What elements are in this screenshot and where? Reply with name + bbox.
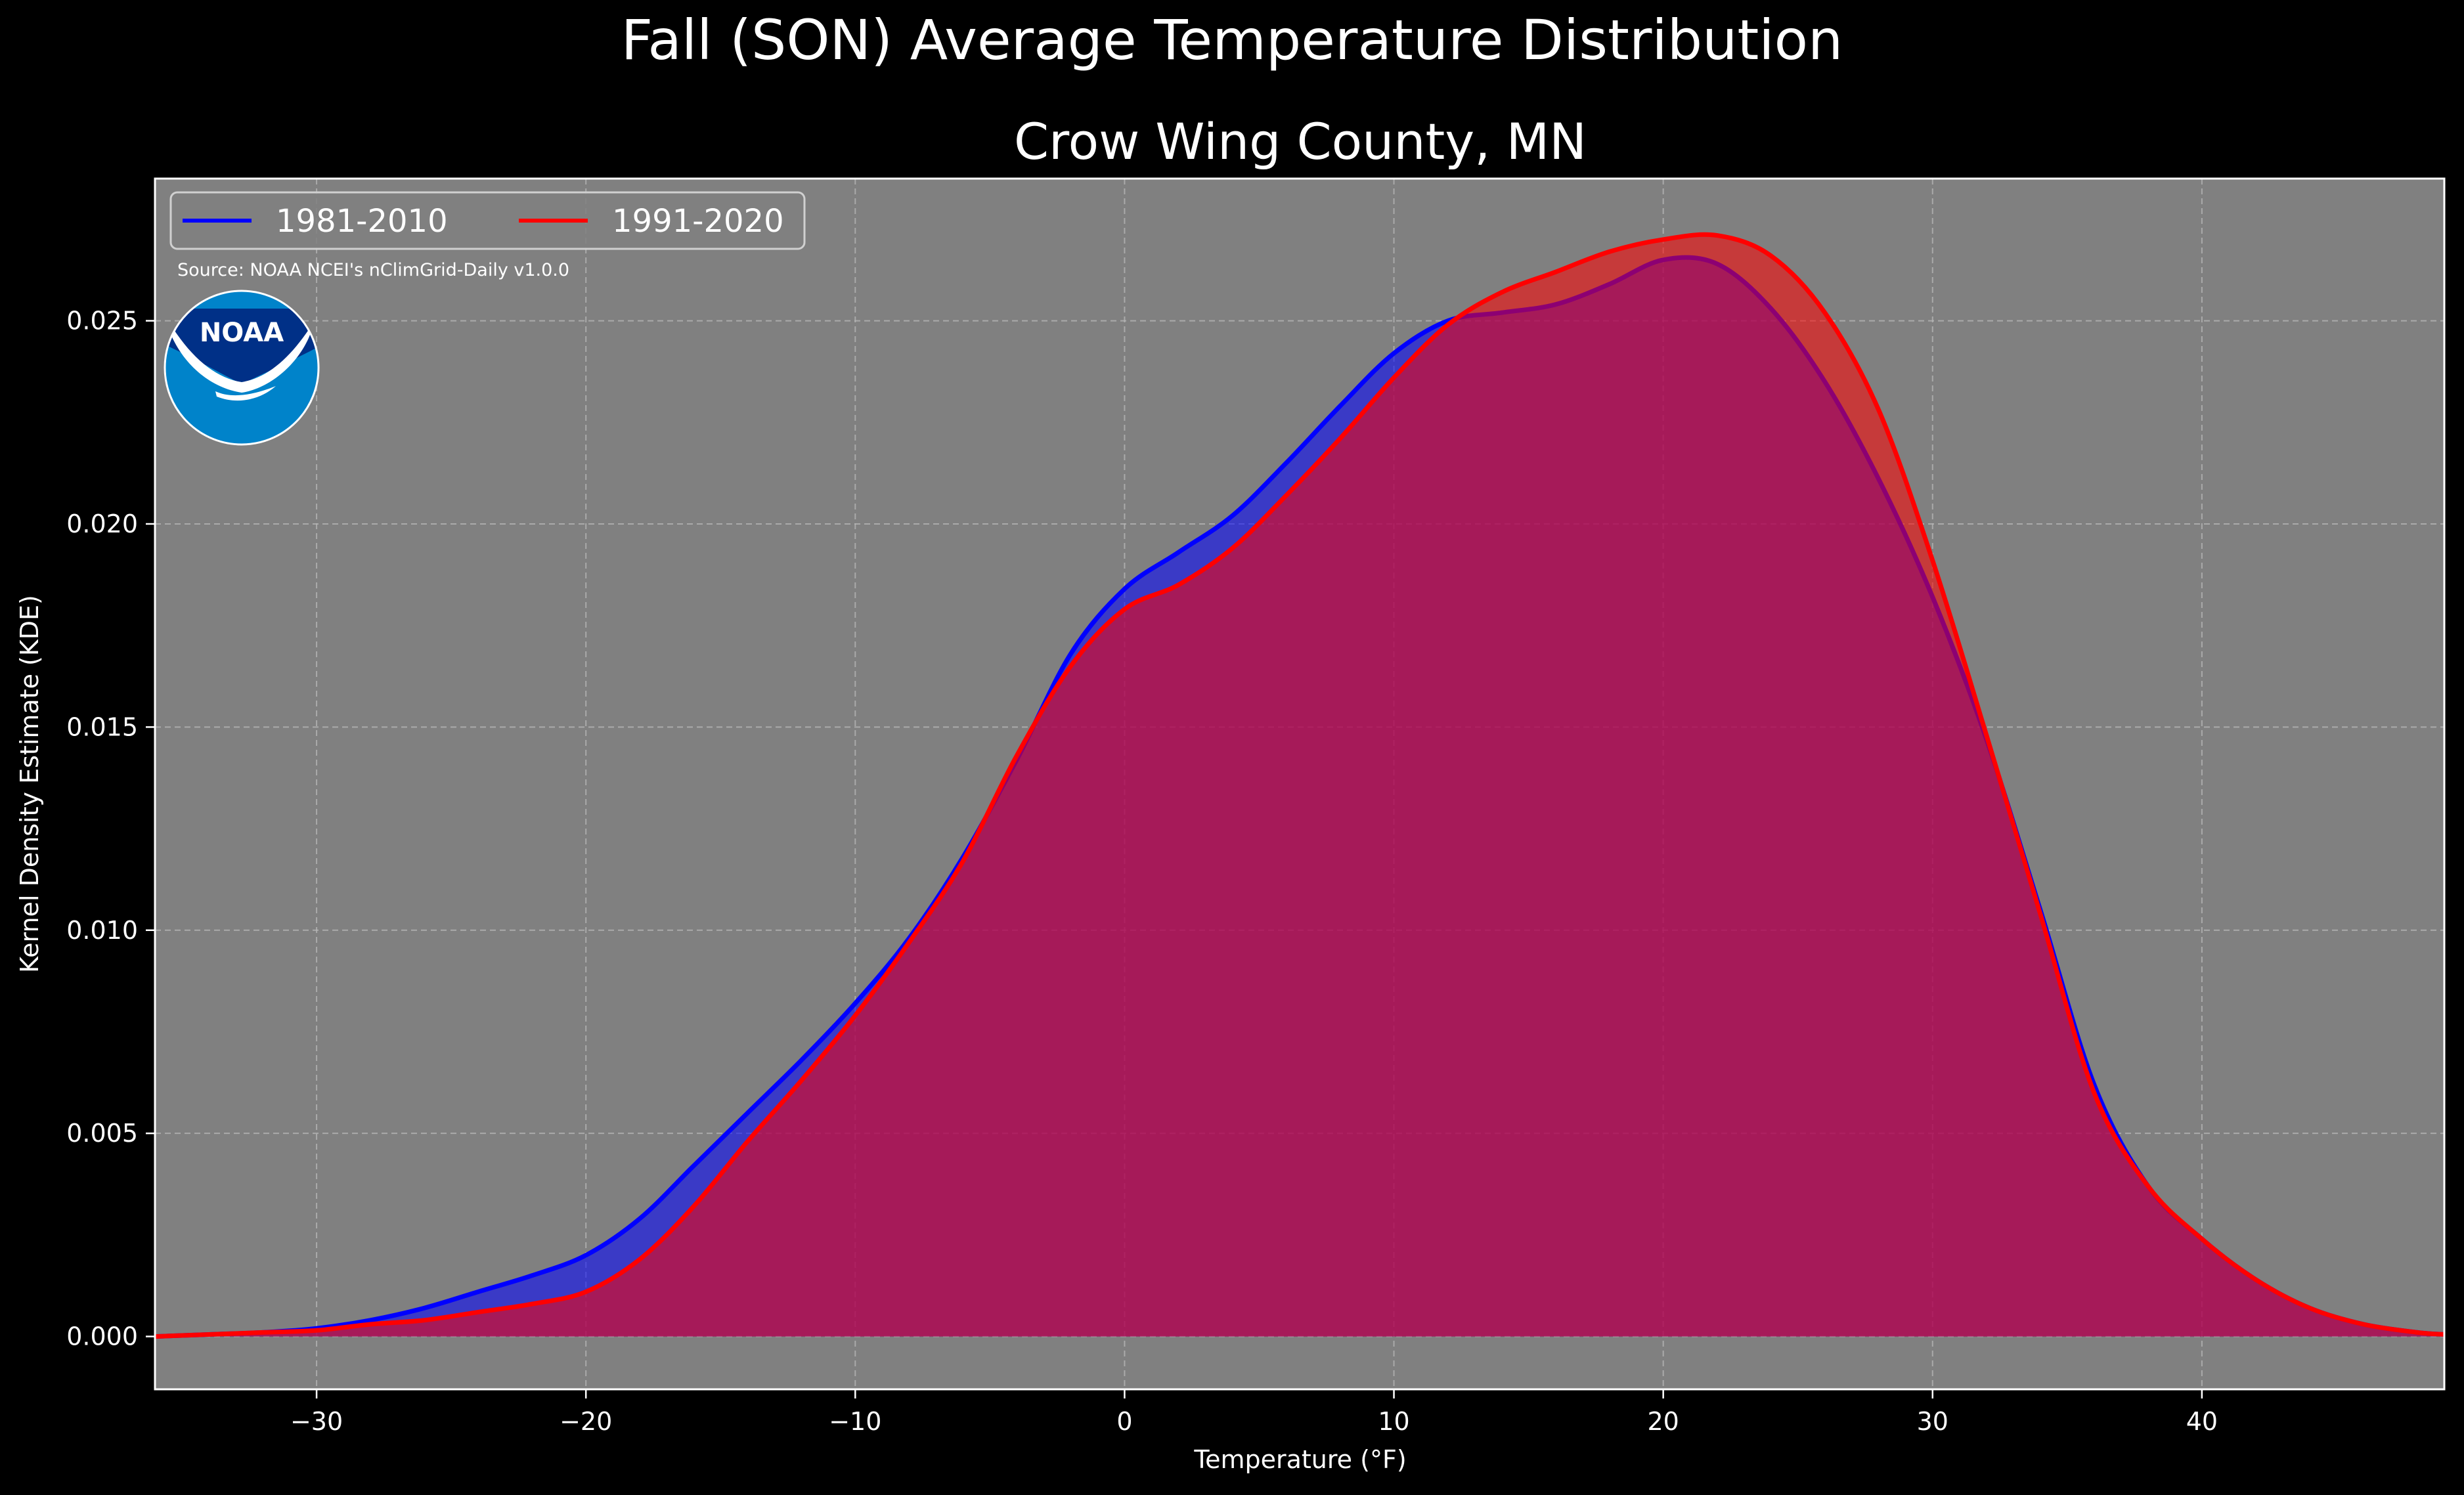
y-tick-label: 0.015 [66,712,138,741]
noaa-logo-text: NOAA [200,318,284,348]
plot-frame [154,177,2446,1391]
y-tick-label: 0.020 [66,509,138,538]
line-1991-2020 [154,232,2445,1339]
x-tick-label: −30 [290,1407,343,1436]
y-tick-label: 0.025 [66,307,138,336]
legend: 1981-2010 1991-2020 [169,191,806,250]
noaa-logo-icon: NOAA [164,290,320,446]
area-1991-2020 [155,234,2444,1337]
ticks: −30 −20 −10 0 10 20 30 40 0.000 0.005 0.010 0.015 0.… [66,307,2218,1436]
y-tick-label: 0.005 [66,1119,138,1148]
x-tick-label: −20 [560,1407,612,1436]
x-tick-label: −10 [829,1407,881,1436]
x-tick-label: 20 [1647,1407,1679,1436]
legend-label-1981-2010: 1981-2010 [276,203,448,240]
x-tick-label: 0 [1116,1407,1132,1436]
y-axis-label: Kernel Density Estimate (KDE) [15,595,44,973]
x-tick-label: 40 [2186,1407,2218,1436]
x-axis-label: Temperature (°F) [1193,1445,1406,1474]
series-layer [154,232,2445,1339]
y-tick-label: 0.000 [66,1322,138,1351]
chart-title: Fall (SON) Average Temperature Distribut… [621,8,1843,72]
legend-label-1991-2020: 1991-2020 [612,203,784,240]
x-tick-label: 30 [1917,1407,1948,1436]
legend-box [169,191,806,250]
chart-subtitle: Crow Wing County, MN [1014,112,1587,171]
source-note: Source: NOAA NCEI's nClimGrid-Daily v1.0… [177,260,569,280]
y-tick-label: 0.010 [66,916,138,945]
x-tick-label: 10 [1378,1407,1409,1436]
